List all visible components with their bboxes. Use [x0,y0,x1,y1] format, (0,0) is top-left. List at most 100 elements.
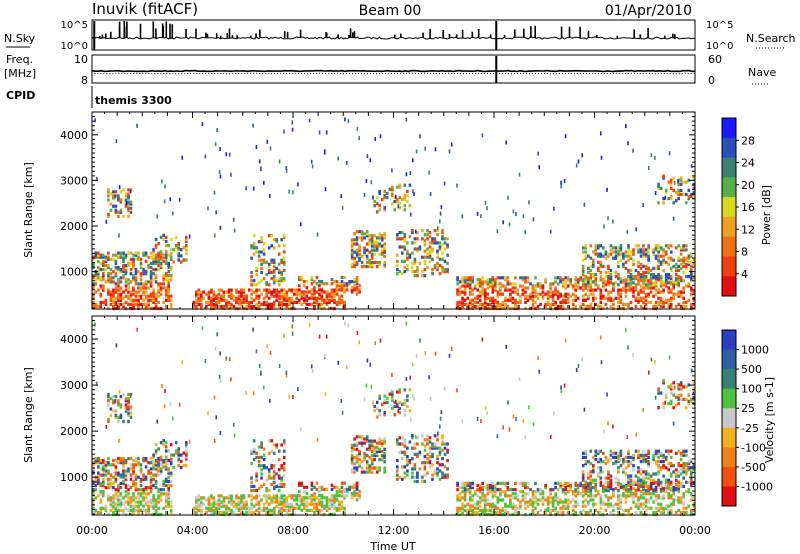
power-cell [587,270,590,275]
velocity-cell [272,466,276,470]
power-cell [152,294,155,298]
velocity-cell [373,409,376,413]
power-cell [293,292,296,296]
velocity-cell [471,504,474,508]
velocity-cell [443,465,447,469]
velocity-cell [634,482,638,486]
power-cell [117,284,120,288]
velocity-cell [499,508,502,512]
power-cell [335,292,339,296]
power-cell [282,260,286,264]
power-cell [685,266,688,270]
power-cell [162,278,165,282]
power-cell [124,288,128,292]
velocity-cell [607,502,610,506]
velocity-cell [142,498,145,502]
velocity-cell [564,506,567,510]
power-cell [607,279,610,283]
power-cell [378,204,381,208]
velocity-cell [92,481,95,485]
velocity-cell [282,455,286,459]
velocity-cell [185,441,188,445]
velocity-cell [458,492,462,496]
velocity-cell [200,496,203,500]
power-cell [250,288,253,292]
power-cell [654,280,658,284]
power-cell [240,300,243,304]
power-cell [419,134,421,139]
velocity-cell [295,502,299,506]
power-cell [383,234,386,238]
velocity-cell [282,502,286,506]
velocity-cell [406,459,409,463]
power-cell [524,278,527,282]
velocity-cell [272,443,276,447]
power-cell [546,290,550,294]
power-cell [152,292,155,296]
nsky-spike [477,29,480,38]
power-cell [252,252,256,256]
power-cell [152,300,155,304]
power-cell [687,254,691,258]
velocity-cell [360,435,364,439]
power-cell [265,300,268,304]
velocity-cell [597,457,600,462]
velocity-cell [632,492,635,496]
velocity-cell [365,470,369,474]
velocity-cell [581,489,585,493]
velocity-cell [94,508,98,512]
velocity-cell [355,443,359,447]
velocity-cell [164,479,168,483]
power-cell [468,286,472,290]
velocity-cell [637,470,640,474]
power-cell [423,249,427,253]
velocity-cell [305,496,309,500]
power-cell [308,296,311,300]
velocity-cell [310,494,314,498]
velocity-cell [632,457,635,462]
power-cell [494,280,497,284]
velocity-cell [436,438,439,442]
power-cell [519,298,522,302]
power-cell [355,250,359,254]
power-cell [118,233,120,238]
power-cell [654,282,658,286]
power-cell [483,296,487,300]
velocity-cell [277,474,281,478]
velocity-cell [647,500,650,504]
velocity-cell [534,490,537,494]
velocity-cell [378,394,381,398]
power-cell [117,268,120,272]
power-cell [446,261,449,265]
power-cell [265,290,268,294]
power-cell [127,294,130,298]
power-cell [461,300,464,304]
power-cell [589,244,593,248]
power-cell [112,300,115,304]
velocity-cell [117,483,120,488]
power-cell [531,288,535,292]
velocity-cell [134,459,138,463]
nsky-spike [165,21,168,38]
power-cell [654,244,658,248]
power-cell [431,272,434,276]
power-cell [139,296,143,300]
velocity-cell [122,463,125,467]
velocity-cell [411,457,414,461]
power-cell [92,282,95,286]
velocity-cell [177,457,180,461]
power-cell [328,298,331,302]
velocity-cell [652,453,655,457]
power-cell [403,265,407,270]
velocity-cell [534,496,537,500]
velocity-cell [383,411,386,415]
velocity-cell [275,494,278,498]
power-cell [587,277,590,281]
power-cell [652,286,655,290]
power-cell [167,286,170,290]
power-cell [360,232,364,236]
power-cell [659,248,663,252]
power-cell [403,183,407,187]
velocity-cell [438,450,442,454]
power-cell [363,252,366,256]
